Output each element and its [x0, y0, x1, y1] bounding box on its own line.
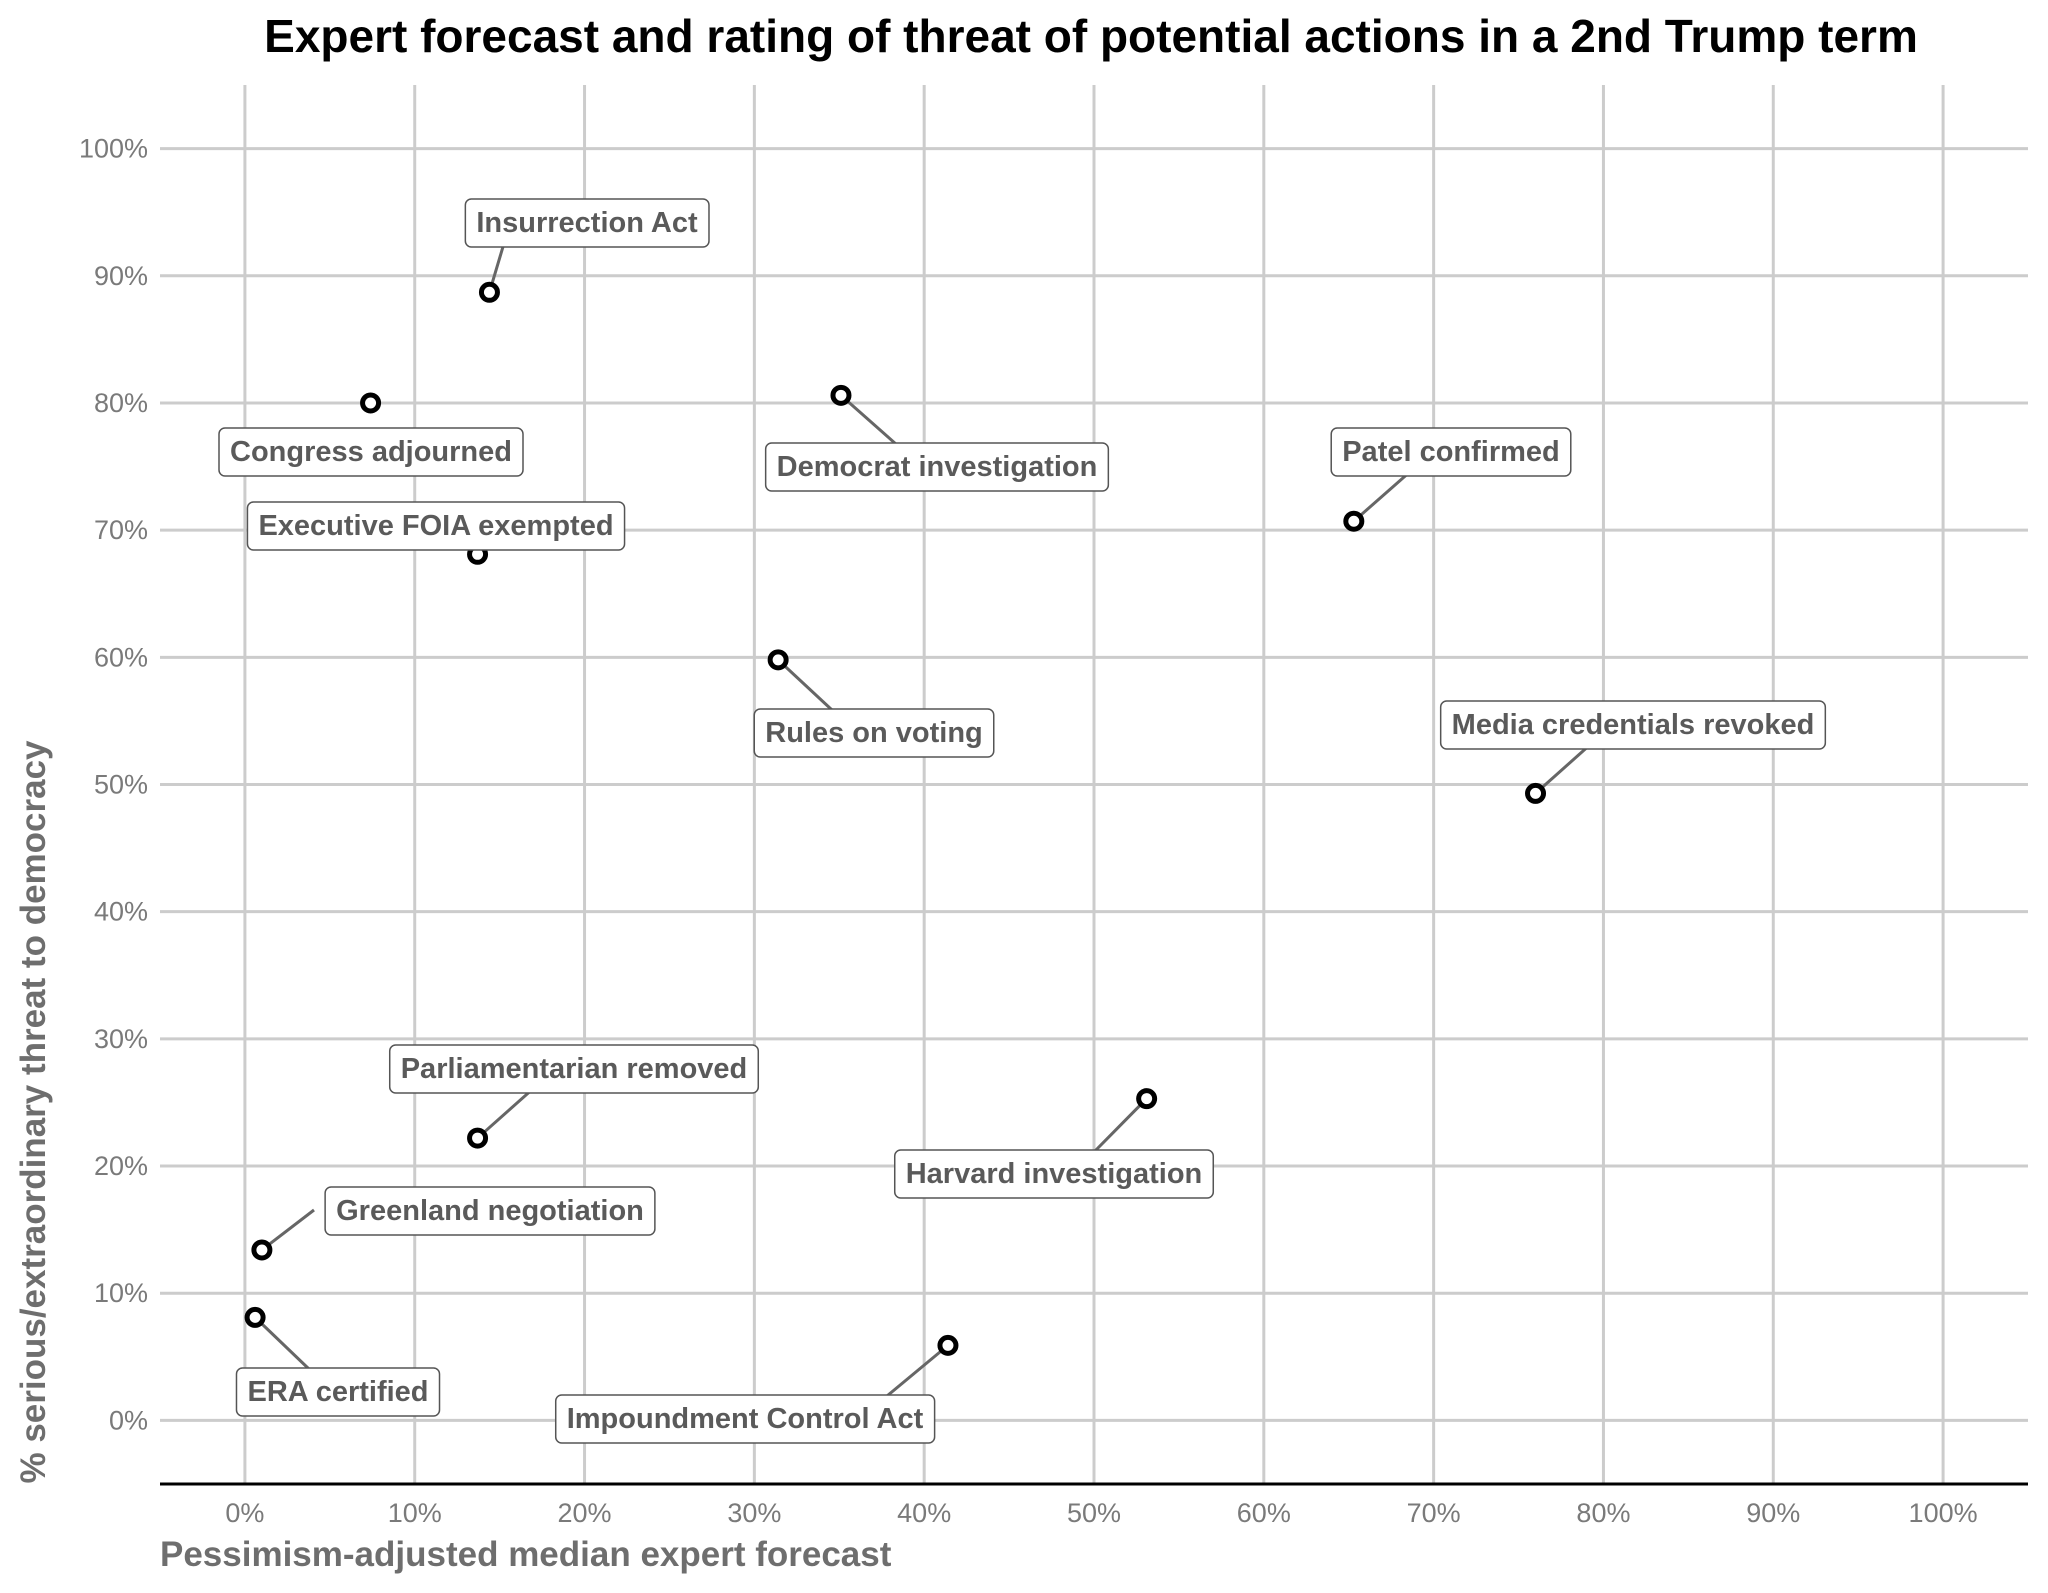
- y-tick-label: 0%: [109, 1405, 148, 1435]
- point-label: Insurrection Act: [464, 198, 710, 248]
- label-box: [554, 1394, 936, 1444]
- y-tick-label: 30%: [94, 1024, 148, 1054]
- label-box: [388, 1044, 760, 1094]
- label-box: [1439, 700, 1827, 750]
- x-tick-label: 100%: [1909, 1498, 1978, 1528]
- x-tick-label: 80%: [1576, 1498, 1630, 1528]
- label-text: Greenland negotiation: [336, 1195, 644, 1227]
- data-point: [937, 1334, 959, 1356]
- point-label: Democrat investigation: [764, 442, 1110, 492]
- data-point: [467, 1127, 489, 1149]
- data-point: [1525, 782, 1547, 804]
- point-label: Media credentials revoked: [1439, 700, 1827, 750]
- data-point: [360, 392, 382, 414]
- leader-line: [1352, 468, 1413, 523]
- x-tick-label: 20%: [558, 1498, 612, 1528]
- x-tick-label: 10%: [388, 1498, 442, 1528]
- label-box: [893, 1149, 1215, 1199]
- data-point: [478, 281, 500, 303]
- y-tick-label: 60%: [94, 642, 148, 672]
- point-label: Parliamentarian removed: [388, 1044, 760, 1094]
- x-tick-label: 40%: [897, 1498, 951, 1528]
- label-text: Insurrection Act: [476, 207, 698, 239]
- label-text: ERA certified: [247, 1376, 428, 1408]
- data-point: [767, 649, 789, 671]
- data-points: [244, 281, 1547, 1356]
- y-tick-label: 20%: [94, 1151, 148, 1181]
- y-tick-label: 50%: [94, 770, 148, 800]
- point-label: Greenland negotiation: [324, 1186, 656, 1236]
- label-leaders: [254, 239, 1593, 1398]
- leader-line: [839, 394, 898, 447]
- leader-line: [1093, 1097, 1148, 1153]
- leader-line: [476, 1085, 536, 1140]
- data-point: [1343, 510, 1365, 532]
- leader-line: [777, 658, 834, 712]
- chart-title: Expert forecast and rating of threat of …: [264, 10, 1918, 62]
- label-box: [753, 708, 995, 758]
- point-label: Harvard investigation: [893, 1149, 1215, 1199]
- label-text: Democrat investigation: [777, 451, 1098, 483]
- label-text: Impoundment Control Act: [567, 1403, 924, 1435]
- data-point: [1136, 1088, 1158, 1110]
- axis-ticks: 0% 10% 20% 30% 40% 50% 60% 70% 80% 90% 100% 0% 10% 20…: [79, 134, 1978, 1528]
- point-label: Impoundment Control Act: [554, 1394, 936, 1444]
- x-tick-label: 30%: [727, 1498, 781, 1528]
- y-tick-label: 90%: [94, 261, 148, 291]
- y-tick-label: 10%: [94, 1278, 148, 1308]
- point-labels: Insurrection Act Congress adjourned Democr…: [218, 198, 1827, 1444]
- label-box: [246, 501, 626, 551]
- label-box: [218, 427, 524, 477]
- gridlines: [160, 85, 2028, 1484]
- leader-line: [254, 1316, 312, 1372]
- label-text: Executive FOIA exempted: [258, 510, 613, 542]
- data-point: [830, 384, 852, 406]
- label-box: [324, 1186, 656, 1236]
- label-box: [235, 1367, 441, 1417]
- label-box: [464, 198, 710, 248]
- y-tick-label: 40%: [94, 897, 148, 927]
- x-tick-label: 90%: [1746, 1498, 1800, 1528]
- data-point: [251, 1239, 273, 1261]
- data-point: [244, 1306, 266, 1328]
- leader-line: [1534, 741, 1593, 795]
- label-text: Harvard investigation: [906, 1158, 1203, 1190]
- y-tick-label: 100%: [79, 134, 148, 164]
- point-label: Rules on voting: [753, 708, 995, 758]
- leader-line: [260, 1208, 315, 1252]
- x-tick-label: 50%: [1067, 1498, 1121, 1528]
- y-tick-label: 80%: [94, 388, 148, 418]
- y-tick-label: 70%: [94, 515, 148, 545]
- label-text: Media credentials revoked: [1452, 709, 1815, 741]
- point-label: Congress adjourned: [218, 427, 524, 477]
- point-label: Executive FOIA exempted: [246, 501, 626, 551]
- label-text: Rules on voting: [765, 717, 983, 749]
- x-tick-label: 60%: [1237, 1498, 1291, 1528]
- leader-line: [886, 1344, 949, 1398]
- label-box: [1330, 427, 1572, 477]
- y-axis-title: % serious/extraordinary threat to democr…: [14, 740, 53, 1484]
- label-text: Congress adjourned: [230, 436, 512, 468]
- label-box: [764, 442, 1110, 492]
- x-tick-label: 70%: [1407, 1498, 1461, 1528]
- point-label: Patel confirmed: [1330, 427, 1572, 477]
- label-text: Parliamentarian removed: [401, 1053, 748, 1085]
- label-text: Patel confirmed: [1342, 436, 1560, 468]
- point-label: ERA certified: [235, 1367, 441, 1417]
- x-axis-title: Pessimism-adjusted median expert forecas…: [160, 1535, 892, 1574]
- x-tick-label: 0%: [225, 1498, 264, 1528]
